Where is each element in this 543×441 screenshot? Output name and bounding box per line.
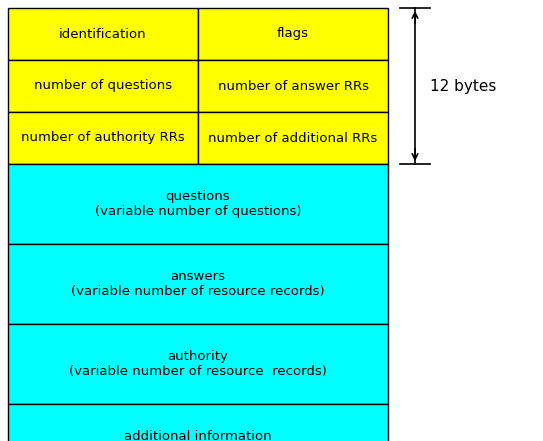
Text: number of answer RRs: number of answer RRs xyxy=(218,79,369,93)
Text: 12 bytes: 12 bytes xyxy=(430,78,496,93)
Text: questions
(variable number of questions): questions (variable number of questions) xyxy=(94,190,301,218)
Bar xyxy=(8,164,388,244)
Text: number of questions: number of questions xyxy=(34,79,172,93)
Bar xyxy=(8,244,388,324)
Text: number of additional RRs: number of additional RRs xyxy=(209,131,377,145)
Bar xyxy=(198,8,388,60)
Bar xyxy=(8,324,388,404)
Text: answers
(variable number of resource records): answers (variable number of resource rec… xyxy=(71,270,325,298)
Bar xyxy=(8,8,198,60)
Bar xyxy=(198,112,388,164)
Text: additional information
(variable number of resource records): additional information (variable number … xyxy=(71,430,325,441)
Bar xyxy=(8,112,198,164)
Text: authority
(variable number of resource  records): authority (variable number of resource r… xyxy=(69,350,327,378)
Bar xyxy=(8,404,388,441)
Bar xyxy=(198,60,388,112)
Bar xyxy=(8,60,198,112)
Text: flags: flags xyxy=(277,27,309,41)
Text: number of authority RRs: number of authority RRs xyxy=(21,131,185,145)
Text: identification: identification xyxy=(59,27,147,41)
